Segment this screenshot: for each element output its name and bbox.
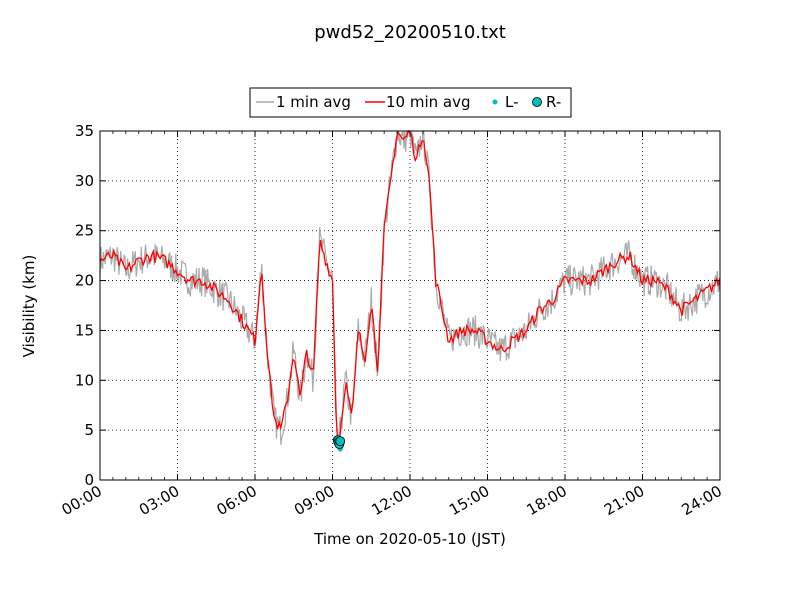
x-tick-label: 21:00 xyxy=(601,482,647,519)
legend-label-R: R- xyxy=(546,93,561,111)
y-tick-label: 15 xyxy=(75,321,94,339)
x-tick-label: 18:00 xyxy=(524,482,570,519)
y-axis-label: Visibility (km) xyxy=(20,255,38,358)
legend-label-1min: 1 min avg xyxy=(276,93,351,111)
point-R xyxy=(335,436,346,447)
y-tick-label: 30 xyxy=(75,172,94,190)
x-tick-label: 15:00 xyxy=(446,482,492,519)
x-tick-label: 24:00 xyxy=(679,482,725,519)
y-tick-label: 25 xyxy=(75,222,94,240)
legend-marker-L xyxy=(492,99,498,105)
legend-box xyxy=(249,87,572,118)
y-tick-label: 35 xyxy=(75,122,94,140)
x-axis-label: Time on 2020-05-10 (JST) xyxy=(313,530,506,548)
legend: 1 min avg 10 min avg L- R- xyxy=(249,87,572,118)
x-tick-label: 06:00 xyxy=(214,482,260,519)
legend-marker-R xyxy=(532,97,542,107)
chart-title: pwd52_20200510.txt xyxy=(314,22,506,43)
y-tick-label: 20 xyxy=(75,272,94,290)
y-tick-label: 10 xyxy=(75,371,94,389)
x-tick-label: 09:00 xyxy=(291,482,337,519)
x-tick-label: 03:00 xyxy=(136,482,182,519)
x-tick-label: 12:00 xyxy=(369,482,415,519)
grid xyxy=(100,131,720,480)
legend-label-L: L- xyxy=(505,93,519,111)
axis-ticks: 00:00 03:00 06:00 09:00 12:00 15:00 18:00 21:00… xyxy=(59,122,725,519)
y-tick-label: 0 xyxy=(84,471,94,489)
legend-label-10min: 10 min avg xyxy=(386,93,471,111)
x-tick-label: 00:00 xyxy=(59,482,105,519)
y-tick-label: 5 xyxy=(84,421,94,439)
